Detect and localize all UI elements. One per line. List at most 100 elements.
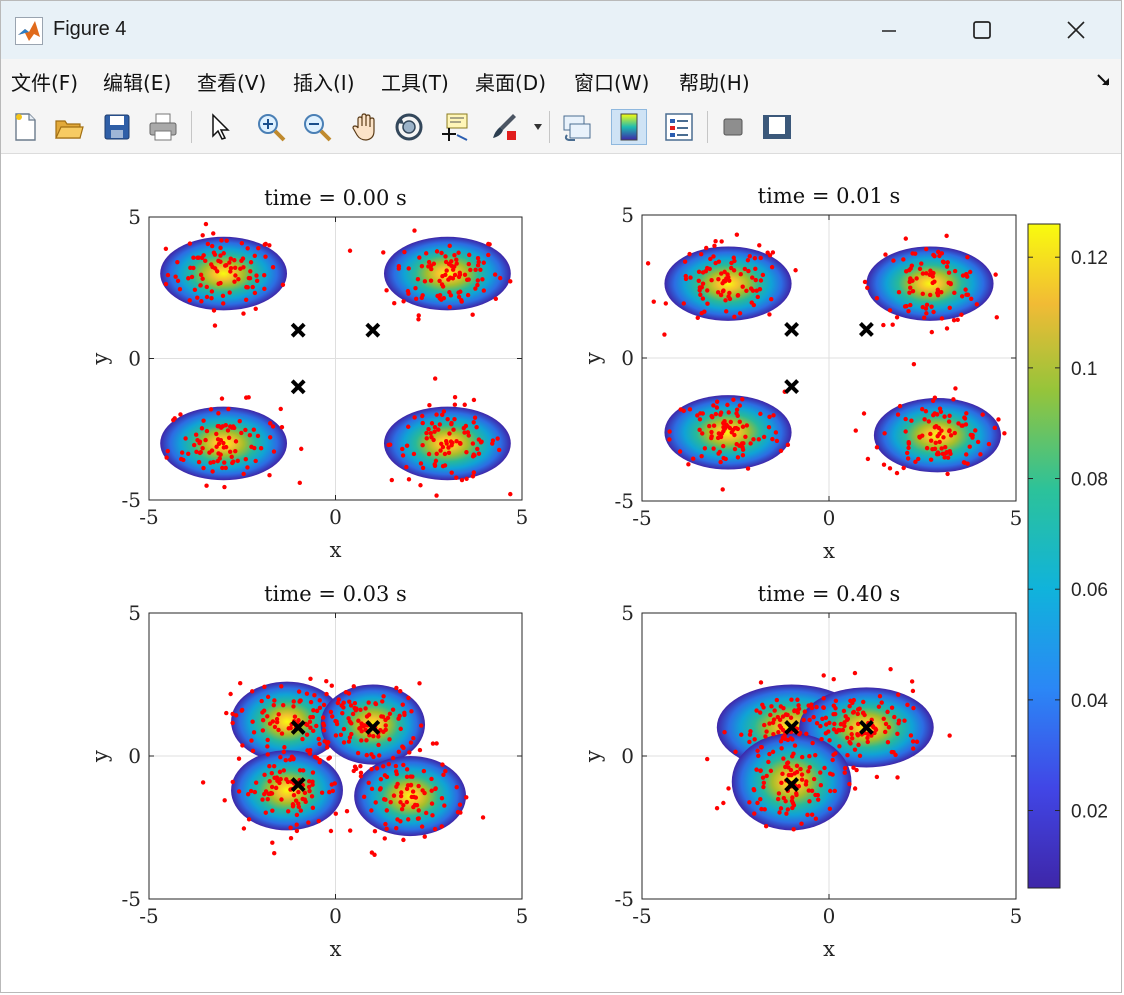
- subplot-2[interactable]: -5 0 5 -5 0 5 x y time = 0.01 s: [581, 184, 1022, 563]
- sample-point: [881, 322, 886, 328]
- sample-point: [1002, 431, 1007, 436]
- sample-point: [857, 753, 863, 758]
- menu-help[interactable]: 帮助(H): [679, 71, 750, 95]
- sample-point: [307, 779, 312, 784]
- sample-point: [440, 762, 445, 767]
- sample-point: [974, 302, 980, 307]
- sample-point: [410, 789, 416, 794]
- sample-point: [418, 483, 423, 488]
- legend-button[interactable]: [661, 109, 697, 145]
- sample-point: [416, 783, 421, 789]
- sample-point: [209, 448, 215, 453]
- x-tick-label: -5: [139, 904, 158, 928]
- sample-point: [767, 312, 772, 317]
- sample-point: [874, 774, 880, 780]
- sample-point: [243, 297, 249, 302]
- save-button[interactable]: [99, 109, 135, 145]
- brush-button[interactable]: [485, 109, 521, 145]
- sample-point: [744, 288, 749, 293]
- sample-point: [466, 261, 472, 267]
- pan-button[interactable]: [347, 109, 383, 145]
- y-tick-label: 5: [128, 205, 141, 229]
- close-button[interactable]: [1053, 11, 1099, 49]
- menu-window[interactable]: 窗口(W): [574, 71, 650, 95]
- sample-point: [755, 294, 760, 300]
- sample-point: [726, 786, 731, 791]
- colorbar-tick-label: 0.1: [1071, 359, 1097, 380]
- sample-point: [755, 800, 760, 806]
- sample-point: [721, 425, 726, 430]
- sample-point: [395, 817, 400, 822]
- minimize-button[interactable]: [865, 11, 911, 49]
- figure-canvas[interactable]: -5 0 5 -5 0 5 x y time = 0.00 s -5 0 5 -5 0 5 x y time = …: [1, 153, 1121, 993]
- sample-point: [245, 465, 250, 470]
- colorbar-button[interactable]: [611, 109, 647, 145]
- menu-view[interactable]: 查看(V): [197, 71, 267, 95]
- title-bar[interactable]: Figure 4: [1, 1, 1121, 59]
- maximize-button[interactable]: [959, 11, 1005, 49]
- menu-tools[interactable]: 工具(T): [381, 71, 449, 95]
- sample-point: [233, 273, 238, 278]
- sample-point: [801, 717, 806, 723]
- sample-point: [807, 754, 812, 759]
- colorbar[interactable]: 0.02 0.04 0.06 0.08 0.1 0.12: [1027, 223, 1108, 889]
- subplot-1[interactable]: -5 0 5 -5 0 5 x y time = 0.00 s: [88, 186, 528, 562]
- link-plot-button[interactable]: [559, 109, 595, 145]
- sample-point: [768, 768, 774, 774]
- sample-point: [209, 295, 214, 301]
- sample-point: [188, 265, 193, 270]
- pointer-button[interactable]: [201, 109, 237, 145]
- sample-point: [667, 429, 672, 434]
- sample-point: [792, 771, 797, 776]
- sample-point: [752, 737, 757, 742]
- sample-point: [358, 725, 363, 730]
- sample-point: [473, 286, 478, 291]
- sample-point: [394, 825, 399, 831]
- sample-point: [400, 453, 406, 458]
- y-axis-label: y: [581, 750, 605, 763]
- open-file-button[interactable]: [51, 109, 87, 145]
- sample-point: [791, 827, 796, 832]
- x-tick-label: -5: [139, 505, 158, 529]
- brush-dropdown-icon[interactable]: [533, 123, 543, 131]
- sample-point: [906, 445, 911, 451]
- sample-point: [406, 424, 411, 429]
- data-cursor-button[interactable]: [437, 109, 473, 145]
- new-figure-button[interactable]: [7, 109, 43, 145]
- sample-point: [378, 776, 384, 782]
- sample-point: [276, 727, 281, 733]
- sample-point: [203, 437, 208, 443]
- sample-point: [220, 465, 225, 471]
- sample-point: [789, 798, 795, 804]
- menu-file[interactable]: 文件(F): [11, 71, 79, 95]
- menu-edit[interactable]: 编辑(E): [103, 71, 172, 95]
- sample-point: [813, 816, 819, 821]
- sample-point: [458, 441, 463, 446]
- window-title: Figure 4: [53, 18, 127, 40]
- sample-point: [887, 466, 893, 471]
- print-button[interactable]: [145, 109, 181, 145]
- sample-point: [310, 770, 316, 775]
- sample-point: [847, 704, 852, 709]
- sample-point: [377, 753, 382, 758]
- dock-figure-icon[interactable]: [1095, 71, 1113, 89]
- y-tick-label: -5: [122, 488, 141, 512]
- hide-plot-tools-button[interactable]: [715, 109, 751, 145]
- zoom-in-button[interactable]: [253, 109, 289, 145]
- sample-point: [329, 714, 335, 719]
- subplot-4[interactable]: -5 0 5 -5 0 5 x y time = 0.40 s: [581, 582, 1022, 961]
- sample-point: [970, 435, 975, 440]
- target-marker: [365, 719, 381, 735]
- sample-point: [809, 702, 814, 707]
- menu-desktop[interactable]: 桌面(D): [475, 71, 547, 95]
- menu-insert[interactable]: 插入(I): [293, 71, 355, 95]
- sample-point: [948, 433, 954, 438]
- sample-point: [895, 412, 901, 417]
- zoom-out-button[interactable]: [299, 109, 335, 145]
- sample-point: [199, 426, 205, 431]
- rotate-3d-button[interactable]: [391, 109, 427, 145]
- sample-point: [216, 411, 221, 416]
- show-plot-tools-button[interactable]: [759, 109, 795, 145]
- subplot-3[interactable]: -5 0 5 -5 0 5 x y time = 0.03 s: [88, 582, 528, 961]
- sample-point: [720, 487, 725, 492]
